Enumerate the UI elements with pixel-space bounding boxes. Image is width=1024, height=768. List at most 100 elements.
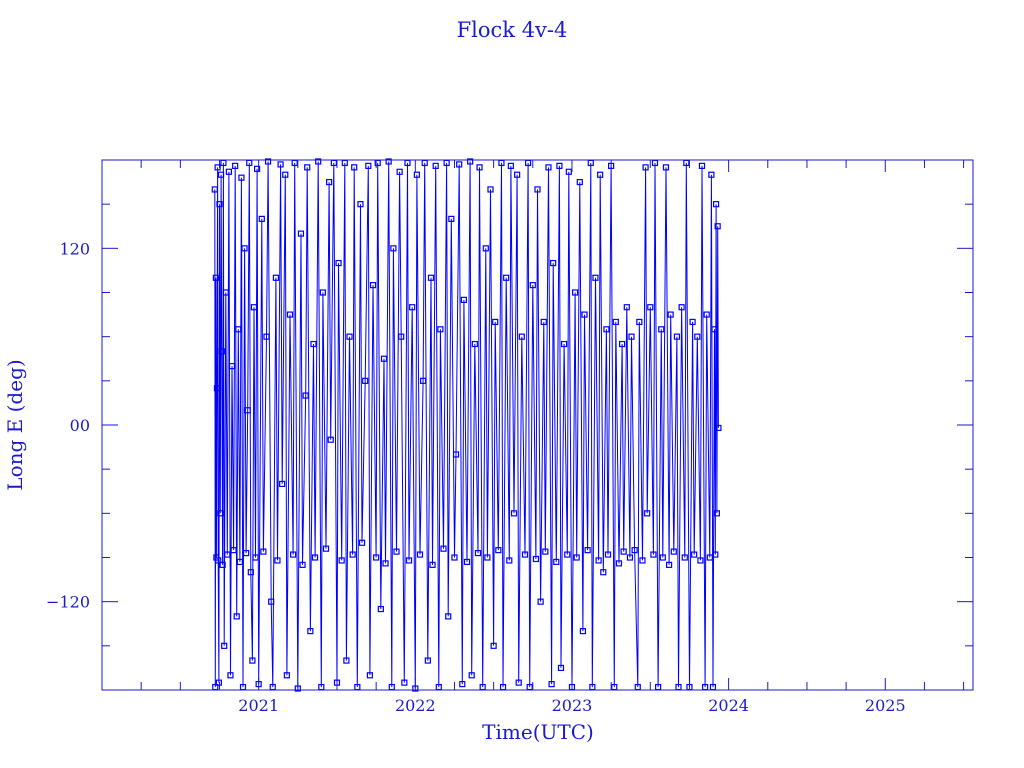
data-point <box>338 557 345 564</box>
data-point <box>335 259 342 267</box>
data-point <box>238 174 245 181</box>
data-point <box>440 545 447 552</box>
data-point <box>398 333 405 340</box>
data-point <box>260 548 267 555</box>
data-point <box>548 681 555 688</box>
data-point <box>456 161 463 168</box>
data-point <box>506 557 513 564</box>
data-point <box>662 164 670 171</box>
data-point <box>427 274 435 281</box>
data-point <box>713 510 720 517</box>
data-point <box>279 480 286 487</box>
data-point <box>714 223 721 230</box>
data-point <box>708 171 715 178</box>
data-point <box>595 557 602 564</box>
data-point <box>247 569 254 576</box>
data-point <box>369 282 377 289</box>
data-point <box>373 554 380 561</box>
data-point <box>319 289 326 296</box>
data-point <box>311 554 319 561</box>
data-point <box>581 311 588 318</box>
data-point <box>214 164 221 171</box>
data-point <box>282 171 289 178</box>
data-point <box>322 545 330 552</box>
data-point <box>620 548 627 555</box>
data-point <box>244 407 251 414</box>
data-point <box>358 539 366 546</box>
data-point <box>401 679 408 686</box>
data-point <box>459 681 466 688</box>
data-point <box>689 318 696 326</box>
data-point <box>515 679 522 686</box>
data-point <box>249 657 256 664</box>
data-point <box>642 164 649 171</box>
data-point <box>557 664 565 672</box>
data-point <box>579 628 587 635</box>
data-point <box>258 215 265 222</box>
data-point <box>647 304 654 311</box>
tick-labels: 2021 2022 2023 2024 2025 120 00 −120 <box>46 239 906 715</box>
data-point <box>604 551 612 558</box>
data-point <box>216 201 223 208</box>
y-tick-label: −120 <box>46 593 90 612</box>
data-point <box>304 164 311 171</box>
data-point <box>715 424 722 432</box>
data-point <box>514 171 521 178</box>
data-point <box>636 318 643 326</box>
data-point <box>644 510 651 517</box>
data-point <box>277 161 284 168</box>
data-point <box>670 548 677 555</box>
data-point <box>703 311 710 318</box>
data-point <box>532 555 540 563</box>
x-axis-label: Time(UTC) <box>482 720 594 744</box>
data-point <box>217 510 224 517</box>
data-point <box>211 186 218 193</box>
data-point <box>429 561 436 568</box>
x-tick-label: 2024 <box>708 696 749 715</box>
data-point <box>230 547 237 554</box>
x-tick-label: 2022 <box>395 696 436 715</box>
data-point <box>241 245 248 252</box>
data-point <box>224 551 231 558</box>
data-point <box>556 162 563 169</box>
data-point <box>225 168 232 175</box>
data-point <box>365 162 372 169</box>
data-point <box>243 549 250 557</box>
data-point <box>592 274 599 281</box>
data-point <box>665 561 673 568</box>
data-point <box>351 164 358 171</box>
chart-title: Flock 4v-4 <box>457 18 568 42</box>
data-point <box>460 296 467 303</box>
data-point <box>650 551 657 558</box>
data-point <box>310 340 317 348</box>
data-point <box>698 162 706 169</box>
data-point <box>553 558 560 566</box>
data-point <box>618 340 626 348</box>
data-point <box>565 168 572 175</box>
data-point <box>283 672 290 679</box>
data-point <box>215 557 222 564</box>
data-point <box>600 569 607 576</box>
data-point <box>326 178 333 186</box>
data-point <box>487 186 494 193</box>
axis-ticks <box>101 159 973 691</box>
data-point <box>681 554 688 561</box>
data-point <box>667 311 674 318</box>
data-point <box>603 326 610 333</box>
data-point <box>503 274 510 281</box>
data-point <box>405 557 413 564</box>
x-tick-label: 2023 <box>552 696 593 715</box>
data-point <box>377 605 384 613</box>
data-point <box>232 162 239 169</box>
data-point <box>631 547 638 554</box>
data-point <box>235 326 242 333</box>
data-point <box>573 554 580 561</box>
data-point <box>540 318 547 326</box>
data-point <box>393 548 400 555</box>
data-point <box>507 162 514 169</box>
data-point <box>463 558 471 566</box>
data-point <box>639 557 646 564</box>
data-point <box>437 326 444 333</box>
data-point <box>542 548 549 555</box>
